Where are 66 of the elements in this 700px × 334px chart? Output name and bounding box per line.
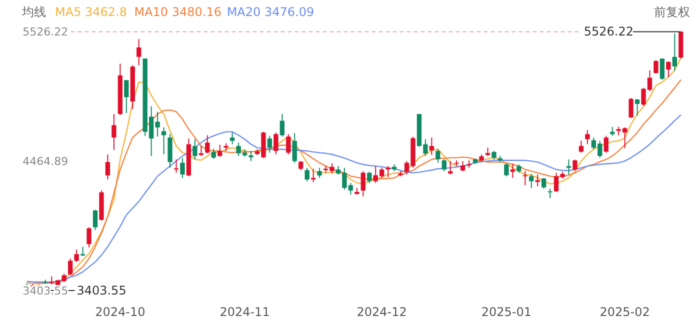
candlestick bbox=[442, 158, 446, 172]
candlestick bbox=[292, 132, 297, 164]
candlestick bbox=[124, 80, 129, 114]
candlestick bbox=[566, 158, 572, 175]
candlestick bbox=[267, 135, 272, 154]
candlestick bbox=[92, 209, 98, 230]
candlestick bbox=[436, 148, 440, 164]
candlestick bbox=[504, 163, 509, 177]
candlestick bbox=[654, 60, 658, 74]
candlestick bbox=[274, 132, 278, 155]
candlestick bbox=[628, 97, 634, 119]
candlestick bbox=[105, 154, 110, 180]
candlestick bbox=[230, 132, 235, 145]
candlestick bbox=[672, 32, 677, 72]
ref-line-label: 5526.22 bbox=[584, 24, 634, 39]
candlestick bbox=[211, 148, 216, 160]
candlestick bbox=[578, 140, 584, 154]
x-tick-label: 2024-10 bbox=[95, 305, 146, 319]
candlestick bbox=[548, 188, 552, 199]
candlestick bbox=[367, 171, 372, 184]
candlestick bbox=[541, 177, 546, 190]
x-tick-label: 2024-12 bbox=[356, 305, 407, 319]
candlestick bbox=[180, 158, 185, 178]
candlestick bbox=[248, 150, 254, 162]
y-tick-label: 5526.22 bbox=[22, 26, 68, 39]
candlestick bbox=[68, 258, 73, 276]
candlestick bbox=[460, 160, 466, 172]
candlestick bbox=[572, 159, 578, 171]
candlestick bbox=[218, 144, 222, 158]
candlestick bbox=[529, 173, 534, 188]
candlestick bbox=[666, 60, 671, 78]
text: MA20 3476.09 bbox=[226, 5, 314, 19]
candlestick bbox=[112, 114, 116, 150]
y-tick-label: 4464.89 bbox=[22, 155, 68, 168]
x-tick-label: 2024-11 bbox=[220, 305, 270, 319]
ref-line-label: 3403.55 bbox=[76, 284, 126, 298]
candlestick bbox=[522, 170, 528, 186]
candlestick bbox=[448, 160, 453, 175]
legend-title: 均线 bbox=[21, 5, 46, 19]
candlestick bbox=[510, 163, 516, 178]
candlestick bbox=[429, 137, 434, 156]
candlestick bbox=[304, 167, 310, 182]
candlestick bbox=[86, 226, 92, 248]
candlestick bbox=[386, 166, 390, 178]
text: MA5 3462.8 bbox=[55, 5, 127, 19]
x-tick-label: 2025-02 bbox=[600, 305, 650, 319]
candlestick bbox=[298, 160, 304, 171]
candlestick bbox=[604, 135, 608, 154]
candlestick bbox=[286, 134, 291, 155]
candlestick bbox=[660, 58, 665, 80]
candlestick bbox=[136, 38, 142, 66]
candlestick bbox=[161, 126, 166, 155]
candlestick bbox=[310, 168, 316, 183]
candlestick bbox=[360, 170, 366, 197]
candlestick bbox=[317, 167, 322, 178]
x-tick-label: 2025-01 bbox=[481, 305, 532, 319]
candlestick bbox=[634, 98, 640, 116]
candlestick bbox=[80, 246, 86, 257]
candlestick bbox=[192, 138, 198, 160]
candlestick bbox=[585, 130, 590, 145]
candlestick bbox=[205, 134, 210, 154]
candlestick bbox=[74, 248, 79, 262]
candlestick bbox=[280, 114, 284, 138]
text: 前复权 bbox=[654, 5, 690, 19]
candlestick bbox=[535, 174, 540, 187]
text: MA10 3480.16 bbox=[134, 5, 222, 19]
